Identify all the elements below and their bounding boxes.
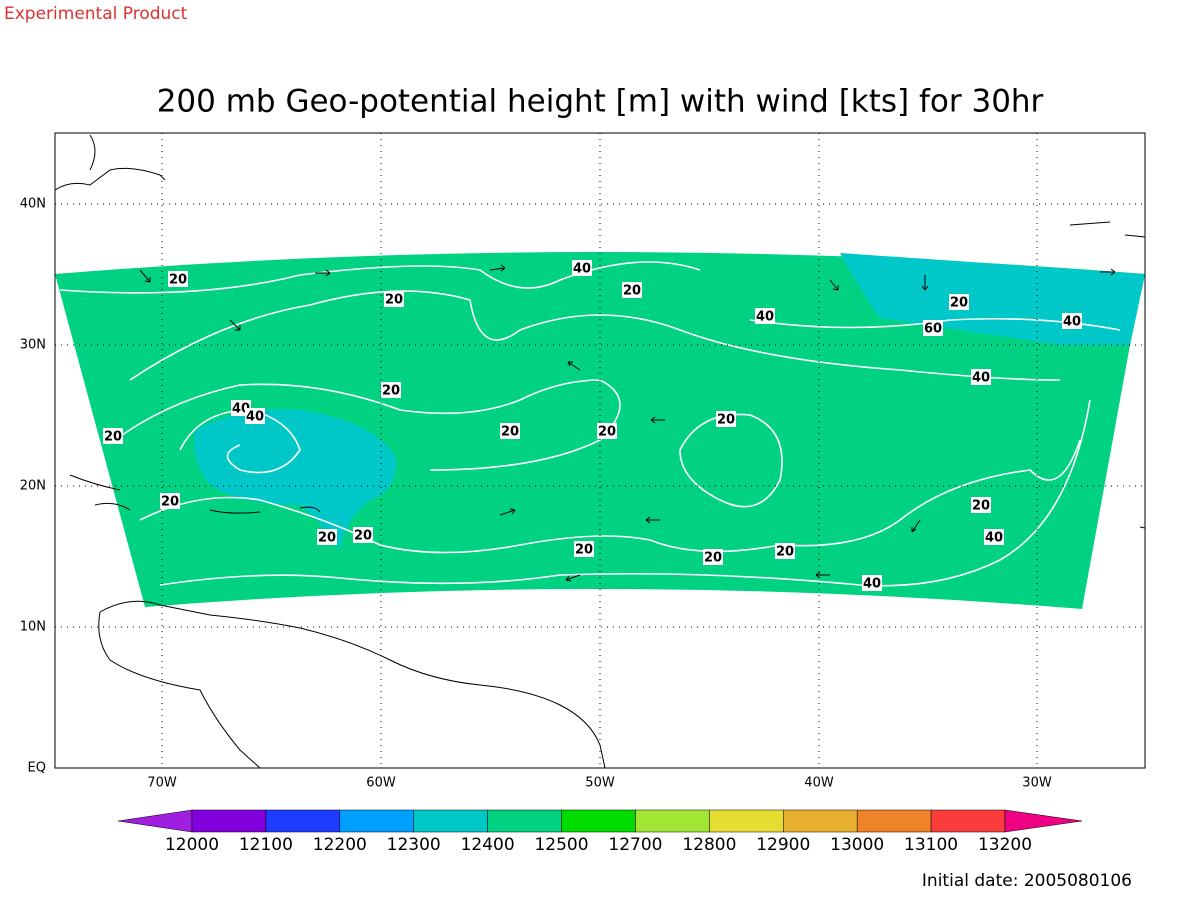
colorbar-box — [191, 809, 267, 833]
contour-label-box — [716, 411, 736, 427]
contour-label: 20 — [318, 531, 336, 546]
lat-label: 20N — [20, 479, 46, 494]
colorbar-label: 12400 — [461, 835, 515, 855]
contour-label: 20 — [950, 296, 968, 311]
colorbar-box — [265, 809, 341, 833]
contour-label: 20 — [623, 284, 641, 299]
contour-label-box — [923, 320, 943, 336]
contour-label-box — [381, 382, 401, 398]
contour-label-box — [775, 543, 795, 559]
contour-label-box — [572, 260, 592, 276]
colorbar-box — [709, 809, 784, 833]
colorbar-label: 13100 — [904, 835, 958, 855]
contour-label-box — [1062, 313, 1082, 329]
contour-label-box — [168, 271, 188, 287]
contour-label: 40 — [573, 262, 591, 277]
contour-label-box — [317, 529, 337, 545]
contour-label: 20 — [169, 273, 187, 288]
contour-label: 40 — [985, 531, 1003, 546]
contour-label-box — [971, 497, 991, 513]
colorbar-label: 12500 — [534, 835, 588, 855]
contour-label: 20 — [575, 543, 593, 558]
colorbar-box — [339, 809, 414, 833]
contour-label: 40 — [1063, 315, 1081, 330]
colorbar-end — [117, 809, 193, 833]
contour-label: 20 — [501, 425, 519, 440]
contour-label: 20 — [385, 293, 403, 308]
contour-label: 20 — [972, 499, 990, 514]
colorbar-box — [413, 809, 488, 833]
contour-label: 60 — [924, 322, 942, 337]
contour-label: 20 — [161, 495, 179, 510]
contour-label-box — [622, 282, 642, 298]
height-field-high — [194, 409, 396, 550]
colorbar-box — [783, 809, 858, 833]
colorbar-label: 12700 — [608, 835, 662, 855]
colorbar-box — [856, 809, 932, 833]
contour-label: 40 — [246, 410, 264, 425]
colorbar-box — [635, 809, 710, 833]
lat-label: 30N — [20, 338, 46, 353]
lat-label: 10N — [20, 620, 46, 635]
colorbar-label: 13000 — [830, 835, 884, 855]
lon-label: 30W — [1022, 776, 1052, 791]
contour-label: 20 — [717, 413, 735, 428]
colorbar-label: 12000 — [165, 835, 219, 855]
contour-label-box — [984, 529, 1004, 545]
title: 200 mb Geo-potential height [m] with win… — [157, 84, 1044, 120]
contour-label-box — [500, 423, 520, 439]
map-frame — [54, 132, 1146, 769]
lat-label: 40N — [20, 197, 46, 212]
colorbar-box — [561, 809, 636, 833]
contour-label-box — [245, 408, 265, 424]
lon-label: 40W — [804, 776, 834, 791]
contour-label-box — [574, 541, 594, 557]
contour-label: 20 — [382, 384, 400, 399]
contour-label: 20 — [354, 529, 372, 544]
contours — [59, 261, 1121, 587]
colorbar-label: 13200 — [978, 835, 1032, 855]
contour-label-box — [862, 575, 882, 591]
coastlines — [54, 134, 1146, 769]
contour-label: 20 — [598, 425, 616, 440]
contour-label-box — [949, 294, 969, 310]
colorbar-label: 12100 — [239, 835, 293, 855]
contour-label-box — [703, 549, 723, 565]
colorbar-box — [487, 809, 562, 833]
colorbar-end — [1004, 809, 1083, 833]
contour-label-box — [597, 423, 617, 439]
colorbar-label: 12200 — [313, 835, 367, 855]
contour-label-box — [384, 291, 404, 307]
product-note: Experimental Product — [4, 4, 188, 24]
colorbar-box — [930, 809, 1006, 833]
wind-arrows — [139, 264, 1116, 582]
contour-label: 40 — [972, 371, 990, 386]
map: 20 40 20 20 40 20 60 40 20 40 40 20 20 20 20 40 20 20 20 20… — [20, 132, 1146, 791]
initial-date: Initial date: 2005080106 — [922, 871, 1132, 891]
colorbar: 12000 12100 12200 12300 12400 12500 12700 12800… — [117, 809, 1083, 855]
contour-label-box — [755, 308, 775, 324]
contour-label-box — [160, 493, 180, 509]
contour-label-box — [103, 428, 123, 444]
contour-label: 20 — [776, 545, 794, 560]
colorbar-label: 12300 — [387, 835, 441, 855]
lon-label: 60W — [366, 776, 396, 791]
contour-label: 20 — [104, 430, 122, 445]
contour-label: 40 — [756, 310, 774, 325]
lat-label: EQ — [28, 761, 46, 776]
colorbar-label: 12900 — [756, 835, 810, 855]
contour-label: 20 — [704, 551, 722, 566]
colorbar-label: 12800 — [682, 835, 736, 855]
lon-label: 50W — [585, 776, 615, 791]
lon-label: 70W — [147, 776, 177, 791]
contour-label-box — [971, 369, 991, 385]
contour-label-box — [353, 527, 373, 543]
contour-label: 40 — [863, 577, 881, 592]
contour-labels: 20 40 20 20 40 20 60 40 20 40 40 20 20 20 20 40 20 20 20 20… — [103, 260, 1082, 592]
